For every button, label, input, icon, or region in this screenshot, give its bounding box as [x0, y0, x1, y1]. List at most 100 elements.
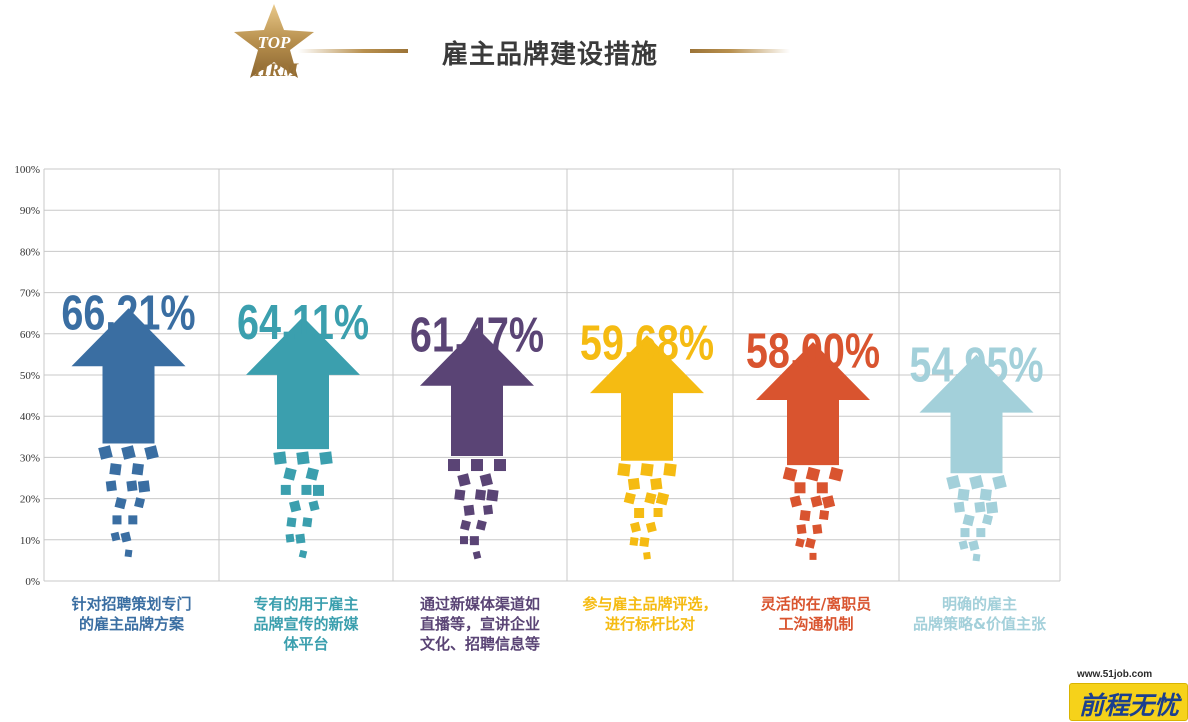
category-label-line: 专有的用于雇主	[253, 595, 359, 613]
bar-fragment	[650, 477, 663, 491]
category-label-line: 灵活的在/离职员	[760, 595, 872, 613]
bar-fragment	[283, 467, 297, 481]
brand-logo	[1069, 683, 1188, 721]
bar-fragment	[126, 480, 138, 492]
category-label-line: 进行标杆比对	[604, 615, 695, 633]
bar-fragment	[663, 463, 677, 477]
bar-fragment	[653, 508, 663, 518]
data-label: 61.47%	[410, 308, 544, 362]
bar-fragment	[623, 492, 636, 505]
bar-fragment	[960, 528, 970, 538]
bar-fragment	[289, 500, 302, 513]
data-label: 59.68%	[580, 317, 714, 371]
bar-fragment	[463, 504, 475, 516]
bar-fragment	[105, 480, 117, 492]
bar-fragment	[972, 553, 981, 562]
bar-arrow-6	[919, 354, 1034, 474]
bar-fragment	[302, 517, 313, 528]
bar-fragment	[494, 459, 506, 472]
bar-fragment	[617, 463, 631, 477]
y-tick-label: 70%	[20, 288, 40, 300]
bar-fragment	[630, 521, 641, 533]
bar-fragment	[112, 515, 122, 525]
bar-fragment	[796, 524, 807, 535]
bar-fragment	[471, 459, 483, 472]
y-tick-label: 30%	[20, 452, 40, 464]
bar-fragment	[296, 451, 310, 465]
bar-fragment	[640, 463, 654, 477]
bar-fragment	[483, 504, 494, 515]
bar-fragment	[794, 482, 806, 494]
bar-fragment	[643, 551, 651, 560]
category-label-line: 品牌策略&价值主张	[912, 615, 1047, 633]
bar-fragment	[629, 537, 639, 546]
bar-fragment	[810, 495, 823, 508]
bar-arrow-5	[756, 342, 870, 466]
y-tick-label: 20%	[20, 494, 40, 506]
bar-fragment	[475, 519, 487, 531]
bar-fragment	[131, 463, 144, 476]
bar-fragment	[128, 515, 138, 525]
category-label-line: 品牌宣传的新媒	[253, 615, 359, 633]
y-tick-label: 40%	[20, 411, 40, 423]
bar-fragment	[295, 533, 306, 544]
category-label-line: 通过新媒体渠道如	[419, 595, 540, 613]
bar-fragment	[120, 531, 132, 543]
bar-fragment	[474, 489, 487, 501]
bar-fragment	[109, 463, 122, 476]
bar-fragment	[979, 488, 992, 501]
y-tick-label: 100%	[14, 164, 40, 176]
bar-fragment	[308, 500, 320, 512]
data-label: 66.21%	[61, 287, 195, 341]
bar-fragment	[110, 531, 121, 542]
bar-fragment	[298, 549, 308, 559]
page-title: 雇主品牌建设措施	[441, 40, 658, 70]
category-label-line: 参与雇主品牌评选，	[582, 595, 718, 613]
bar-fragment	[992, 474, 1007, 490]
bar-fragment	[828, 466, 844, 482]
bar-fragment	[454, 489, 466, 501]
category-label-line: 的雇主品牌方案	[78, 615, 184, 633]
data-label: 54.95%	[909, 338, 1043, 392]
bar-arrow-4	[590, 335, 704, 461]
bar-fragment	[273, 451, 287, 465]
bar-fragment	[319, 451, 333, 465]
bar-fragment	[305, 467, 319, 481]
bar-fragment	[974, 501, 986, 513]
bar-fragment	[301, 484, 312, 495]
bar-fragment	[812, 524, 823, 535]
bar-arrow-2	[246, 316, 360, 450]
category-label: 参与雇主品牌评选， 进行标杆比对	[569, 594, 731, 634]
star-icon	[234, 4, 314, 78]
bar-fragment	[655, 492, 670, 506]
bar-fragment	[645, 521, 657, 533]
bar-fragment	[639, 536, 650, 548]
data-label: 64.11%	[237, 296, 369, 350]
chart: 0% 10% 20% 30% 40% 50% 60% 70% 80% 90% 100% 66.21% 6…	[14, 164, 1061, 588]
bar-fragment	[486, 489, 499, 502]
bar-fragment	[976, 528, 986, 538]
category-label: 通过新媒体渠道如 直播等，宣讲企业 文化、招聘信息等	[395, 594, 565, 654]
bar-fragment	[946, 474, 961, 490]
title-decoration-right	[690, 49, 790, 53]
bar-fragment	[114, 497, 127, 510]
y-tick-label: 60%	[20, 329, 40, 341]
category-label: 灵活的在/离职员 工沟通机制	[735, 594, 897, 634]
bar-fragment	[789, 495, 802, 508]
bar-fragment	[285, 533, 295, 543]
brand-url[interactable]: www.51job.com	[1077, 669, 1153, 680]
bar-fragment	[144, 445, 159, 460]
bar-fragment	[953, 501, 965, 513]
bar-fragment	[821, 495, 836, 509]
y-tick-label: 50%	[20, 370, 40, 382]
bar-fragment	[819, 510, 830, 521]
bar-fragment	[644, 492, 657, 505]
bar-arrow-1	[71, 308, 186, 444]
category-label: 明确的雇主 品牌策略&价值主张	[901, 594, 1058, 634]
bar-fragment	[460, 536, 468, 545]
bar-fragment	[469, 536, 479, 546]
bar-fragment	[958, 540, 969, 550]
category-label: 针对招聘策划专门 的雇主品牌方案	[46, 594, 217, 634]
bar-fragment	[805, 466, 821, 482]
bar-fragment	[957, 488, 970, 501]
